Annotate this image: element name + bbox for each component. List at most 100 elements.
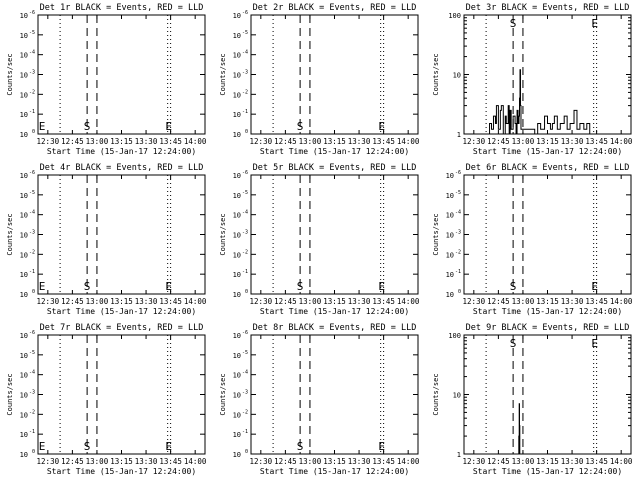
y-tick-exponent: -5 <box>29 190 35 196</box>
y-axis-label: Counts/sec <box>432 213 440 255</box>
x-tick-label: 12:30 <box>250 297 273 306</box>
y-tick-label: 10 <box>20 12 28 20</box>
y-tick-exponent: -1 <box>455 269 461 275</box>
x-tick-label: 12:45 <box>487 297 510 306</box>
y-tick-exponent: 0 <box>245 289 248 295</box>
y-tick-exponent: -3 <box>29 230 35 236</box>
y-tick-label: 10 <box>20 431 28 439</box>
y-axis-label: Counts/sec <box>6 373 14 415</box>
y-tick-exponent: -4 <box>29 210 35 216</box>
x-tick-label: 13:30 <box>135 457 158 466</box>
x-tick-label: 13:00 <box>86 297 109 306</box>
y-axis-label: Counts/sec <box>432 53 440 95</box>
x-axis-label: Start Time (15-Jan-17 12:24:00) <box>47 307 196 316</box>
y-tick-exponent: -5 <box>29 30 35 36</box>
y-tick-label: 10 <box>20 131 28 139</box>
y-tick-exponent: -3 <box>29 70 35 76</box>
y-tick-exponent: -4 <box>29 50 35 56</box>
chart-panel-5: Det 5r BLACK = Events, RED = LLD 12:30 12:… <box>219 163 420 316</box>
y-tick-exponent: -2 <box>242 89 248 95</box>
y-tick-exponent: -2 <box>29 89 35 95</box>
x-tick-label: 14:00 <box>184 457 207 466</box>
y-tick-exponent: 0 <box>32 129 35 135</box>
y-tick-label: 10 <box>233 91 241 99</box>
y-tick-exponent: 0 <box>245 449 248 455</box>
y-tick-exponent: 0 <box>458 289 461 295</box>
y-tick-label: 10 <box>233 372 241 380</box>
y-tick-label: 10 <box>233 332 241 340</box>
y-tick-exponent: -3 <box>29 390 35 396</box>
x-tick-label: 13:45 <box>585 137 608 146</box>
x-tick-label: 14:00 <box>184 297 207 306</box>
y-tick-label: 10 <box>20 291 28 299</box>
chart-title: Det 2r BLACK = Events, RED = LLD <box>253 3 417 13</box>
x-tick-label: 13:00 <box>512 457 535 466</box>
y-tick-exponent: -5 <box>455 190 461 196</box>
x-tick-label: 14:00 <box>184 137 207 146</box>
x-tick-label: 13:15 <box>110 457 133 466</box>
x-tick-label: 13:45 <box>585 297 608 306</box>
x-tick-label: 12:30 <box>250 457 273 466</box>
x-tick-label: 13:15 <box>323 137 346 146</box>
start-marker: S <box>297 120 304 133</box>
chart-panel-2: Det 2r BLACK = Events, RED = LLD 12:30 12:… <box>219 3 420 156</box>
y-tick-label: 10 <box>233 172 241 180</box>
y-tick-exponent: -2 <box>242 249 248 255</box>
plot-frame <box>37 334 206 455</box>
plot-frame <box>463 334 632 455</box>
x-tick-label: 12:45 <box>61 297 84 306</box>
y-tick-exponent: -5 <box>242 190 248 196</box>
end-marker: E <box>591 337 598 350</box>
plot-frame <box>250 334 419 455</box>
x-axis-label: Start Time (15-Jan-17 12:24:00) <box>47 147 196 156</box>
chart-panel-7: Det 7r BLACK = Events, RED = LLD 12:30 12:… <box>6 323 207 476</box>
x-tick-label: 13:30 <box>135 297 158 306</box>
plot-frame <box>37 14 206 135</box>
y-tick-label: 10 <box>233 131 241 139</box>
y-tick-exponent: -3 <box>242 230 248 236</box>
x-tick-label: 14:00 <box>397 457 420 466</box>
chart-panel-9: Det 9r BLACK = Events, RED = LLD 12:30 12:… <box>432 323 633 476</box>
x-tick-label: 13:15 <box>323 457 346 466</box>
x-tick-label: 13:00 <box>512 137 535 146</box>
y-tick-label: 10 <box>20 91 28 99</box>
y-tick-exponent: -4 <box>242 50 248 56</box>
x-tick-label: 12:30 <box>250 137 273 146</box>
x-tick-label: 12:45 <box>487 457 510 466</box>
x-tick-label: 12:30 <box>463 297 486 306</box>
y-tick-exponent: -4 <box>455 210 461 216</box>
y-tick-label: 10 <box>446 291 454 299</box>
x-tick-label: 14:00 <box>610 137 633 146</box>
x-tick-label: 12:30 <box>463 137 486 146</box>
y-tick-label: 10 <box>20 352 28 360</box>
start-marker: S <box>84 280 91 293</box>
x-tick-label: 12:30 <box>37 297 60 306</box>
y-tick-exponent: -1 <box>242 429 248 435</box>
start-marker: S <box>297 440 304 453</box>
y-tick-exponent: -1 <box>29 429 35 435</box>
x-tick-label: 13:15 <box>110 137 133 146</box>
x-tick-label: 13:45 <box>372 457 395 466</box>
end-marker-left: E <box>39 280 46 293</box>
y-axis-label: Counts/sec <box>219 213 227 255</box>
chart-title: Det 9r BLACK = Events, RED = LLD <box>466 323 630 333</box>
start-marker: S <box>510 337 517 350</box>
chart-title: Det 5r BLACK = Events, RED = LLD <box>253 163 417 173</box>
end-marker: E <box>165 120 172 133</box>
x-tick-label: 12:30 <box>37 457 60 466</box>
y-tick-exponent: -6 <box>29 330 35 336</box>
y-tick-label: 1 <box>457 131 461 139</box>
end-marker: E <box>591 280 598 293</box>
y-tick-exponent: -5 <box>29 350 35 356</box>
start-marker: S <box>510 280 517 293</box>
x-tick-label: 12:45 <box>274 137 297 146</box>
x-tick-label: 12:30 <box>463 457 486 466</box>
y-tick-label: 10 <box>233 192 241 200</box>
y-tick-exponent: -2 <box>29 409 35 415</box>
x-tick-label: 13:45 <box>585 457 608 466</box>
chart-title: Det 7r BLACK = Events, RED = LLD <box>40 323 204 333</box>
y-tick-exponent: -3 <box>242 390 248 396</box>
end-marker: E <box>378 120 385 133</box>
y-tick-exponent: -3 <box>242 70 248 76</box>
